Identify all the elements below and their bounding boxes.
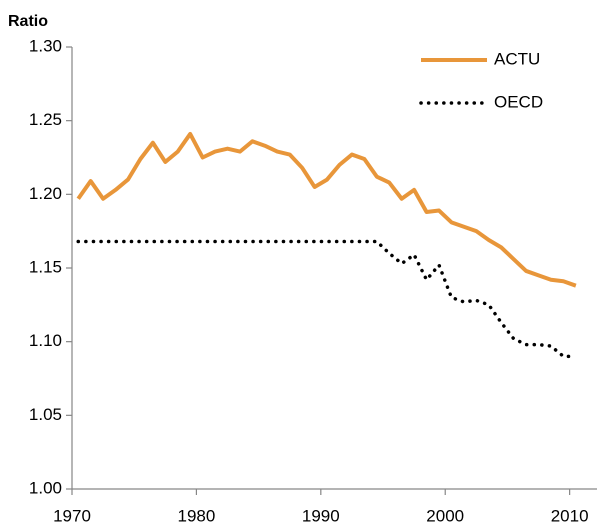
x-tick-label: 1990	[302, 506, 340, 525]
series-line	[76, 239, 578, 359]
y-tick-label: 1.05	[29, 405, 62, 424]
y-tick-label: 1.10	[29, 331, 62, 350]
y-tick-label: 1.25	[29, 110, 62, 129]
legend-label: ACTU	[494, 49, 540, 68]
x-tick-label: 1970	[53, 506, 91, 525]
y-axis-label: Ratio	[8, 13, 48, 30]
x-tick-label: 1980	[177, 506, 215, 525]
x-tick-label: 2000	[426, 506, 464, 525]
series-line	[76, 131, 577, 288]
y-tick-label: 1.00	[29, 478, 62, 497]
y-tick-label: 1.15	[29, 257, 62, 276]
legend-label: OECD	[494, 92, 543, 111]
y-tick-label: 1.20	[29, 184, 62, 203]
y-tick-label: 1.30	[29, 36, 62, 55]
x-tick-label: 2010	[551, 506, 589, 525]
